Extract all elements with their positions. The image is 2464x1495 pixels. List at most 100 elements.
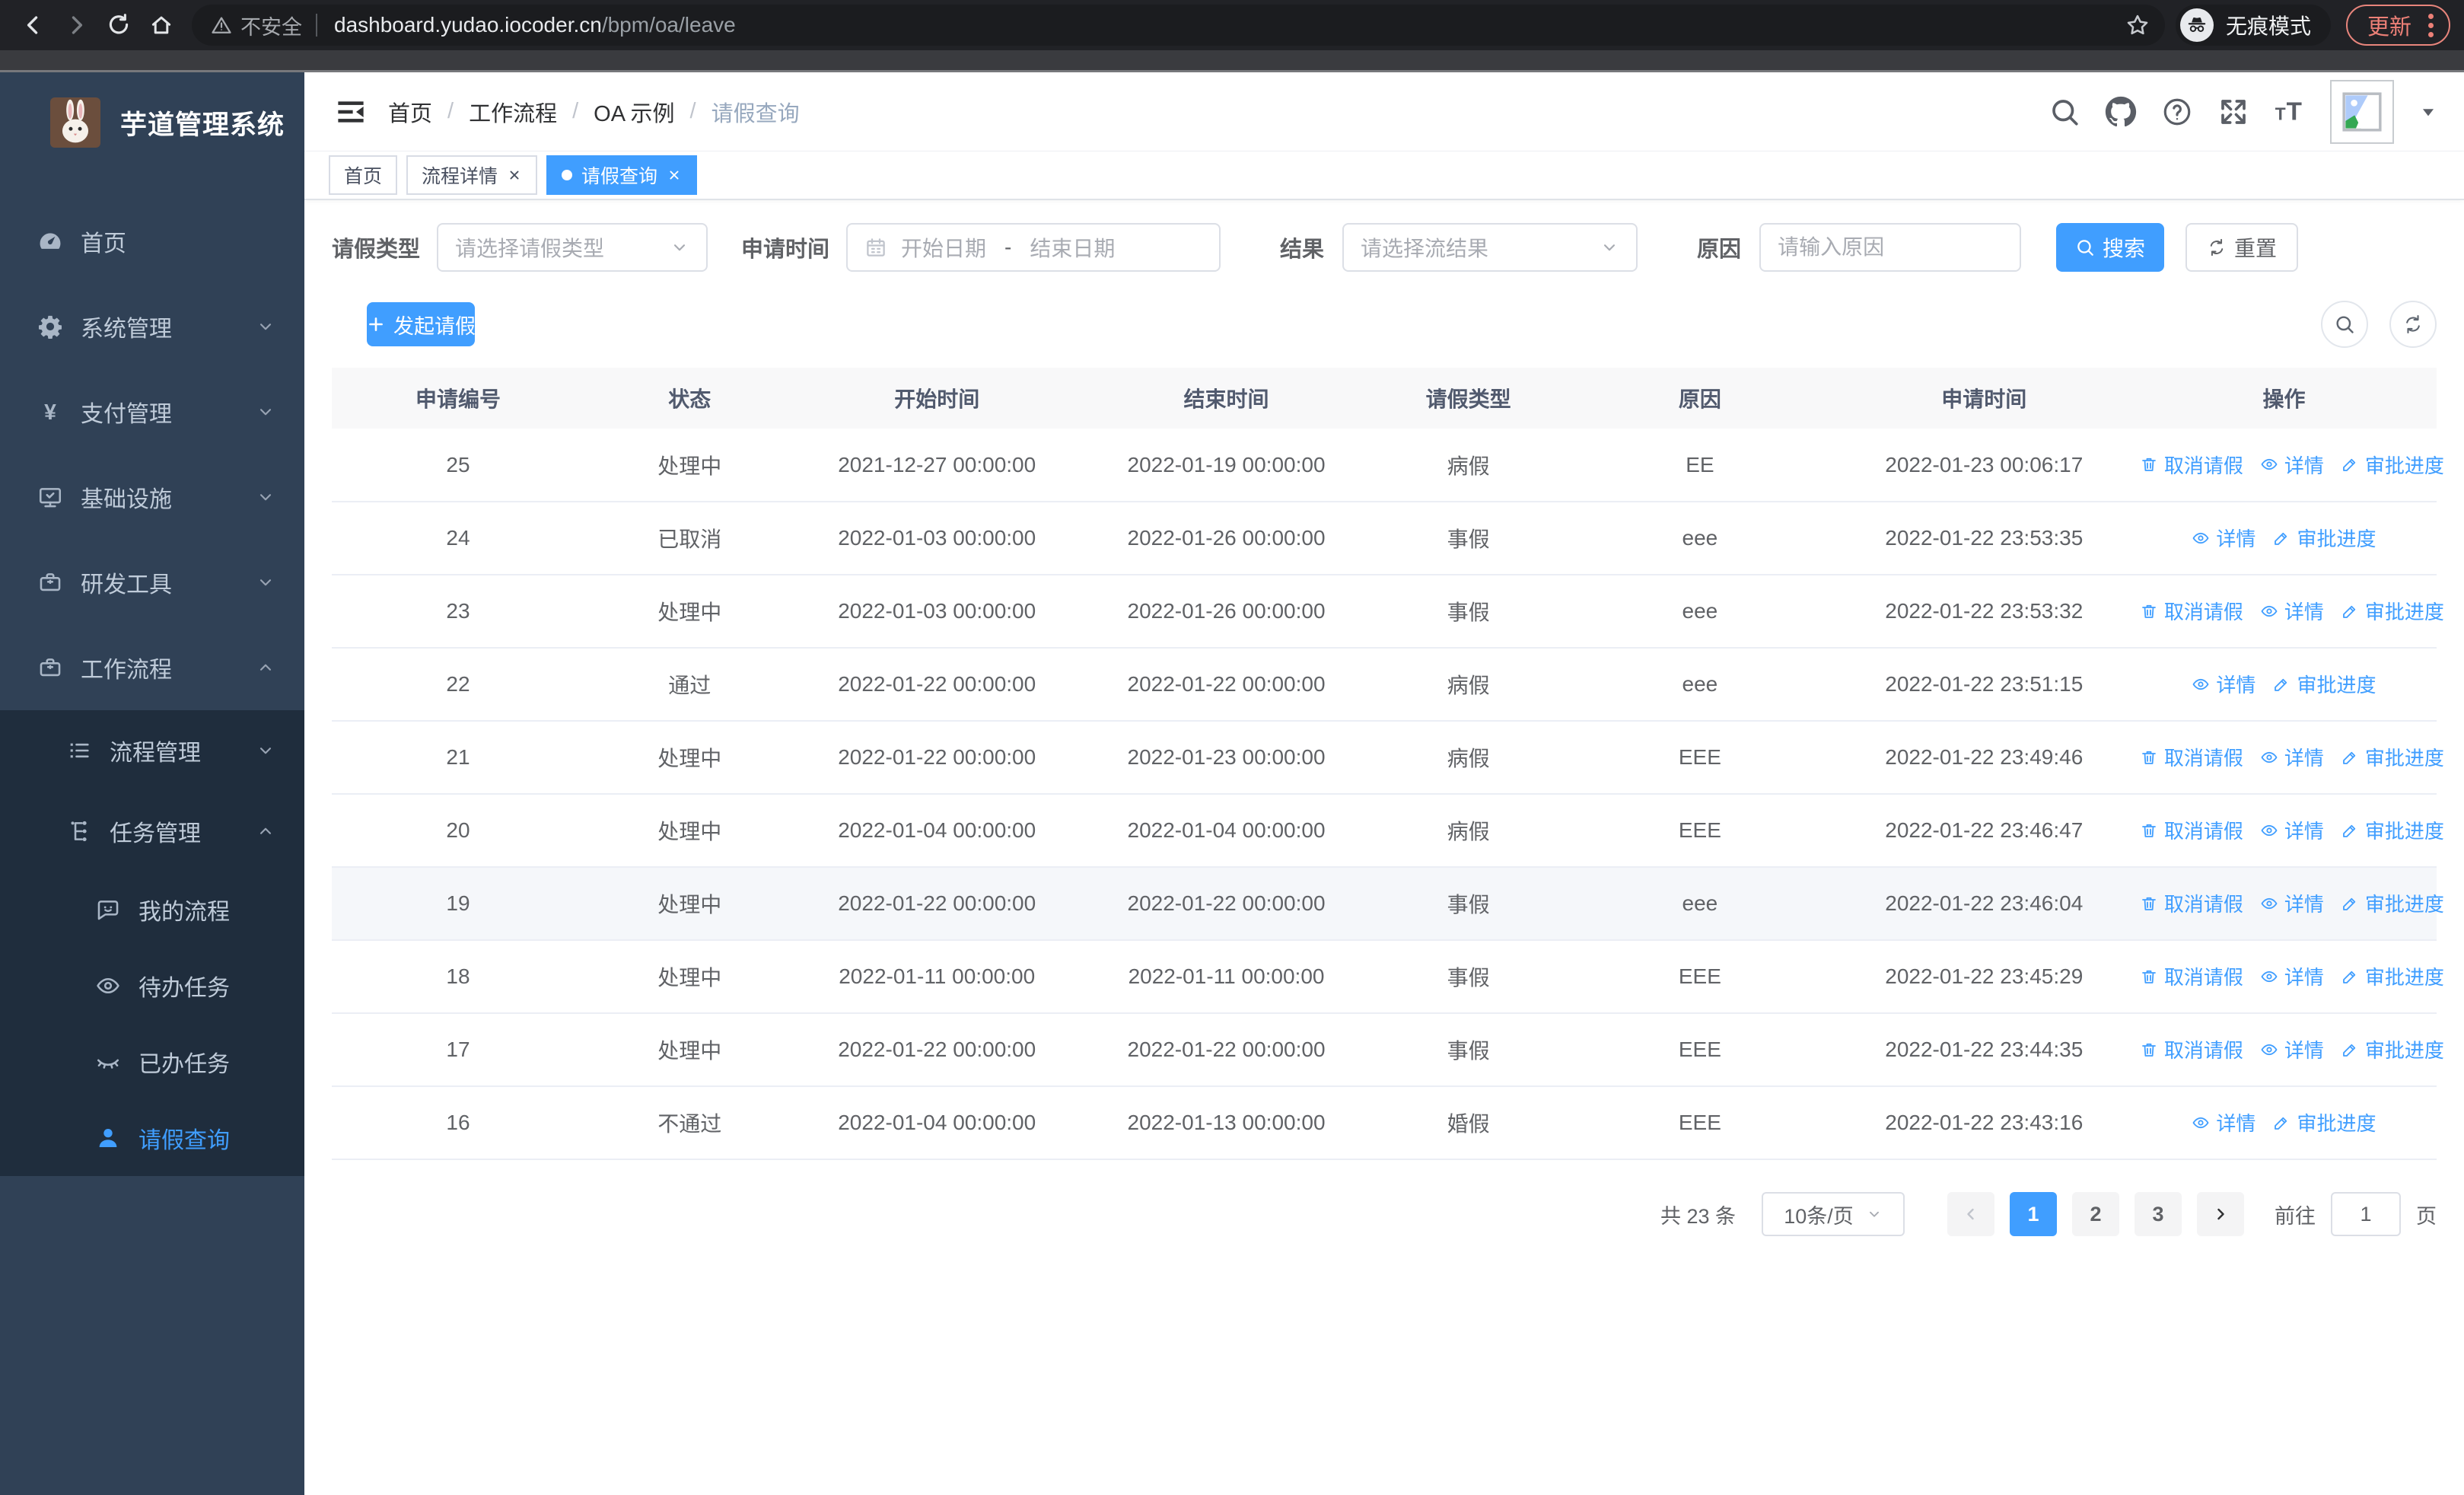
approval-progress-link[interactable]: 审批进度 — [2272, 670, 2376, 698]
approval-progress-link[interactable]: 审批进度 — [2341, 962, 2444, 990]
page-button-3[interactable]: 3 — [2135, 1192, 2182, 1236]
url-path: /bpm/oa/leave — [601, 13, 736, 37]
approval-progress-link[interactable]: 审批进度 — [2341, 1035, 2444, 1063]
detail-label: 详情 — [2284, 1039, 2324, 1063]
cancel-leave-link[interactable]: 取消请假 — [2140, 597, 2243, 625]
refresh-table-button[interactable] — [2389, 301, 2437, 348]
view-tab-2[interactable]: 请假查询 — [546, 155, 698, 195]
show-search-button[interactable] — [2321, 301, 2368, 348]
next-page-button[interactable] — [2197, 1192, 2244, 1236]
approval-progress-link[interactable]: 审批进度 — [2341, 816, 2444, 844]
github-icon[interactable] — [2105, 96, 2137, 128]
reason-input[interactable] — [1759, 223, 2022, 272]
sidebar-item-2[interactable]: ¥ 支付管理 — [0, 369, 304, 454]
cell-status: 处理中 — [584, 575, 795, 649]
sidebar-item-11[interactable]: 请假查询 — [0, 1100, 304, 1176]
approval-progress-link[interactable]: 审批进度 — [2272, 524, 2376, 552]
detail-link[interactable]: 详情 — [2192, 1108, 2255, 1136]
chevron-up-icon — [256, 821, 275, 841]
cancel-leave-link[interactable]: 取消请假 — [2140, 1035, 2243, 1063]
browser-menu-icon[interactable] — [2428, 13, 2434, 37]
breadcrumb-item-2[interactable]: OA 示例 — [594, 101, 675, 126]
cell-reason: EEE — [1563, 940, 1837, 1014]
sidebar-item-7[interactable]: 任务管理 — [0, 791, 304, 872]
fullscreen-icon[interactable] — [2217, 96, 2249, 128]
sidebar-item-10[interactable]: 已办任务 — [0, 1024, 304, 1100]
cell-reason: eee — [1563, 502, 1837, 575]
view-tab-0[interactable]: 首页 — [329, 155, 398, 195]
browser-back-button[interactable] — [14, 5, 53, 45]
result-select[interactable]: 请选择流结果 — [1342, 223, 1638, 272]
cancel-leave-link[interactable]: 取消请假 — [2140, 889, 2243, 917]
cancel-leave-link[interactable]: 取消请假 — [2140, 816, 2243, 844]
detail-link[interactable]: 详情 — [2260, 816, 2324, 844]
reset-button[interactable]: 重置 — [2185, 223, 2299, 272]
caret-down-icon[interactable] — [2418, 102, 2438, 122]
create-leave-button[interactable]: 发起请假 — [367, 302, 476, 346]
sidebar-item-0[interactable]: 首页 — [0, 199, 304, 284]
goto-page-input[interactable] — [2331, 1192, 2401, 1236]
cell-id: 23 — [332, 575, 584, 649]
cancel-leave-link[interactable]: 取消请假 — [2140, 451, 2243, 479]
approval-progress-link[interactable]: 审批进度 — [2341, 597, 2444, 625]
reset-button-label: 重置 — [2234, 237, 2278, 260]
sidebar-item-3[interactable]: 基础设施 — [0, 454, 304, 540]
detail-link[interactable]: 详情 — [2192, 670, 2255, 698]
approval-progress-link[interactable]: 审批进度 — [2341, 451, 2444, 479]
cancel-leave-link[interactable]: 取消请假 — [2140, 962, 2243, 990]
breadcrumb-item-1[interactable]: 工作流程 — [469, 101, 558, 126]
pen-icon — [2272, 675, 2291, 693]
sidebar-item-9[interactable]: 待办任务 — [0, 948, 304, 1024]
sidebar-item-6[interactable]: 流程管理 — [0, 710, 304, 791]
apply-time-range-picker[interactable]: 开始日期 - 结束日期 — [846, 223, 1221, 272]
cell-end: 2022-01-26 00:00:00 — [1078, 575, 1374, 649]
prev-page-button[interactable] — [1947, 1192, 1994, 1236]
detail-link[interactable]: 详情 — [2260, 962, 2324, 990]
bookmark-star-button[interactable] — [2119, 7, 2156, 43]
search-button[interactable]: 搜索 — [2056, 223, 2165, 272]
detail-link[interactable]: 详情 — [2260, 597, 2324, 625]
sidebar-item-8[interactable]: 我的流程 — [0, 872, 304, 948]
user-avatar[interactable] — [2330, 79, 2394, 144]
cancel-leave-link[interactable]: 取消请假 — [2140, 743, 2243, 771]
svg-text:¥: ¥ — [44, 400, 56, 425]
browser-update-button[interactable]: 更新 — [2345, 5, 2450, 46]
view-tab-1[interactable]: 流程详情 — [406, 155, 538, 195]
browser-forward-button[interactable] — [56, 5, 96, 45]
close-icon[interactable] — [507, 167, 522, 183]
monitor-icon — [32, 484, 68, 510]
browser-reload-button[interactable] — [99, 5, 138, 45]
detail-link[interactable]: 详情 — [2260, 451, 2324, 479]
pen-icon — [2272, 1114, 2291, 1132]
cell-applied: 2022-01-22 23:51:15 — [1836, 648, 2131, 722]
address-bar[interactable]: 不安全 dashboard.yudao.iocoder.cn /bpm/oa/l… — [192, 5, 2165, 46]
sidebar-logo-row[interactable]: 芋道管理系统 — [0, 72, 304, 173]
sidebar-item-4[interactable]: 研发工具 — [0, 540, 304, 625]
sidebar-item-5[interactable]: 工作流程 — [0, 625, 304, 710]
page-button-1[interactable]: 1 — [2010, 1192, 2057, 1236]
leave-type-select[interactable]: 请选择请假类型 — [437, 223, 708, 272]
detail-link[interactable]: 详情 — [2260, 1035, 2324, 1063]
page-button-2[interactable]: 2 — [2072, 1192, 2119, 1236]
back-arrow-icon — [21, 12, 46, 38]
sidebar-collapse-button[interactable] — [330, 91, 371, 132]
approval-progress-link[interactable]: 审批进度 — [2341, 889, 2444, 917]
detail-link[interactable]: 详情 — [2260, 743, 2324, 771]
breadcrumb-item-0[interactable]: 首页 — [388, 101, 433, 126]
table-row-25: 25 处理中 2021-12-27 00:00:00 2022-01-19 00:00… — [332, 429, 2444, 502]
detail-link[interactable]: 详情 — [2192, 524, 2255, 552]
close-icon[interactable] — [667, 167, 682, 183]
eye-icon — [2260, 821, 2278, 840]
approval-progress-link[interactable]: 审批进度 — [2341, 743, 2444, 771]
browser-home-button[interactable] — [142, 5, 181, 45]
search-icon[interactable] — [2049, 96, 2080, 128]
page-size-select[interactable]: 10条/页 — [1762, 1192, 1905, 1236]
approval-progress-link[interactable]: 审批进度 — [2272, 1108, 2376, 1136]
yen-icon: ¥ — [32, 399, 68, 425]
sidebar-item-1[interactable]: 系统管理 — [0, 284, 304, 369]
detail-link[interactable]: 详情 — [2260, 889, 2324, 917]
help-icon[interactable] — [2161, 96, 2193, 128]
chevron-up-icon — [256, 658, 275, 677]
